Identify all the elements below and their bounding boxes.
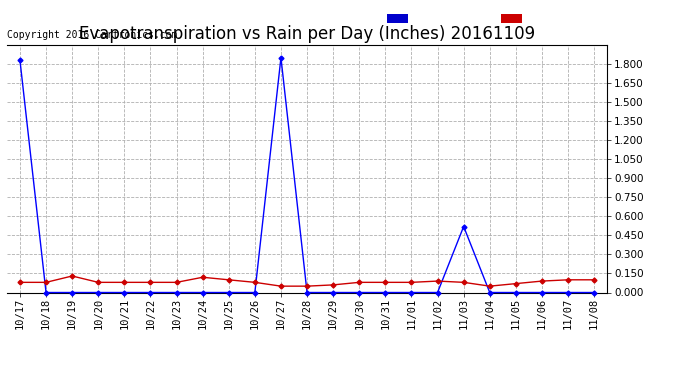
Text: Copyright 2016 Cartronics.com: Copyright 2016 Cartronics.com: [7, 30, 177, 40]
Legend: Rain  (Inches), ET  (Inches): Rain (Inches), ET (Inches): [385, 12, 602, 26]
Title: Evapotranspiration vs Rain per Day (Inches) 20161109: Evapotranspiration vs Rain per Day (Inch…: [79, 26, 535, 44]
